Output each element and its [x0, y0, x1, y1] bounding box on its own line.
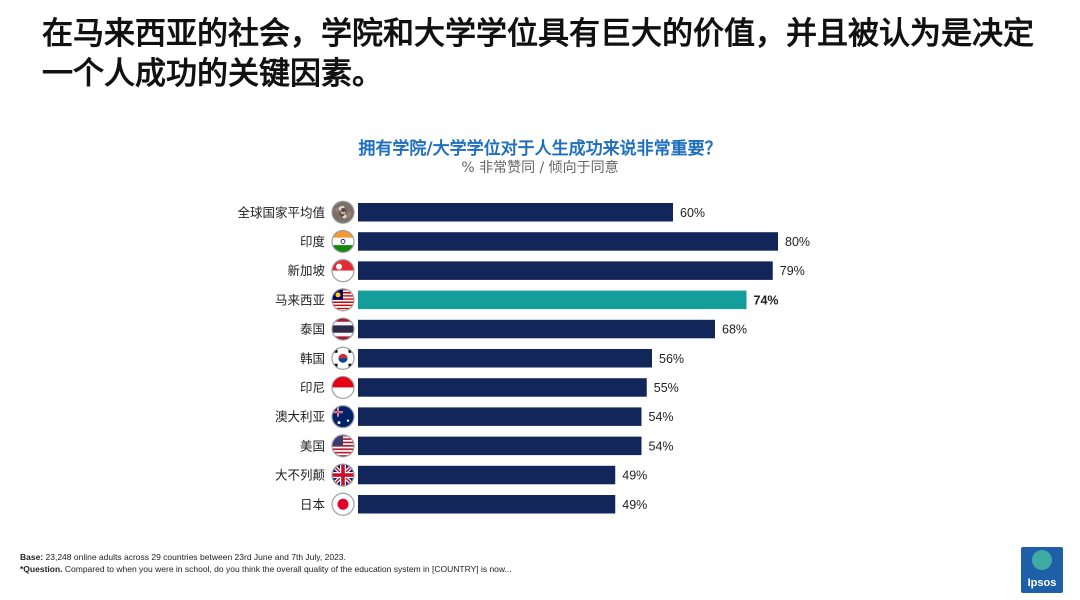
value-label: 49% [622, 469, 647, 483]
category-label: 日本 [300, 497, 326, 512]
bar [358, 232, 778, 251]
bar [358, 436, 642, 456]
bar [358, 261, 773, 280]
indonesia-flag-icon [331, 375, 355, 400]
category-label: 新加坡 [287, 263, 325, 278]
bar [358, 465, 616, 485]
chart-title: 拥有学院/大学学位对于人生成功来说非常重要？ [358, 139, 722, 159]
category-label: 澳大利亚 [275, 409, 325, 424]
uk-flag-icon [331, 463, 355, 487]
footnote-question-text: Compared to when you were in school, do … [62, 564, 512, 574]
footnote-base-text: 23,248 online adults across 29 countries… [43, 552, 346, 562]
chart-subtitle: % 非常赞同 / 倾向于同意 [461, 160, 619, 176]
logo-circle-icon [1032, 550, 1052, 570]
value-label: 54% [649, 410, 674, 424]
category-label: 泰国 [300, 322, 325, 337]
slide-title: 在马来西亚的社会，学院和大学学位具有巨大的价值，并且被认为是决定一个人成功的关键… [42, 16, 1034, 92]
footnote-base-label: Base: [20, 552, 44, 562]
logo-text: Ipsos [1027, 577, 1057, 589]
category-label: 韩国 [300, 351, 325, 366]
value-label: 80% [785, 235, 810, 249]
value-label: 60% [680, 206, 705, 220]
footnote-base: Base: 23,248 online adults across 29 cou… [20, 552, 346, 562]
footnote-question-label: *Question. [20, 564, 63, 574]
category-label: 大不列颠 [275, 468, 325, 483]
bar [358, 349, 652, 368]
value-label: 79% [780, 264, 805, 278]
bar [358, 290, 747, 310]
usa-flag-icon [331, 434, 355, 458]
value-label: 56% [659, 352, 684, 366]
malaysia-flag-icon [331, 288, 355, 312]
value-label: 68% [722, 323, 747, 337]
bar [358, 495, 616, 514]
bar [358, 378, 647, 397]
australia-flag-icon [331, 405, 355, 429]
category-label: 马来西亚 [275, 292, 325, 307]
japan-flag-icon [331, 492, 355, 516]
value-label: 74% [754, 293, 779, 307]
value-label: 49% [622, 498, 647, 512]
bar [358, 203, 673, 222]
thailand-flag-icon [331, 317, 355, 341]
bar [358, 407, 642, 426]
india-flag-icon [331, 229, 355, 254]
value-label: 54% [649, 439, 674, 453]
korea-flag-icon [331, 346, 355, 370]
footnote-question: *Question. Compared to when you were in … [20, 564, 512, 574]
ipsos-logo: Ipsos [1021, 547, 1063, 593]
category-label: 美国 [300, 438, 325, 453]
globe-icon [331, 200, 355, 224]
category-label: 全球国家平均值 [237, 205, 325, 220]
category-label: 印度 [300, 234, 326, 249]
bar [358, 319, 715, 339]
singapore-flag-icon [331, 259, 355, 283]
category-label: 印尼 [300, 380, 325, 395]
value-label: 55% [654, 381, 679, 395]
